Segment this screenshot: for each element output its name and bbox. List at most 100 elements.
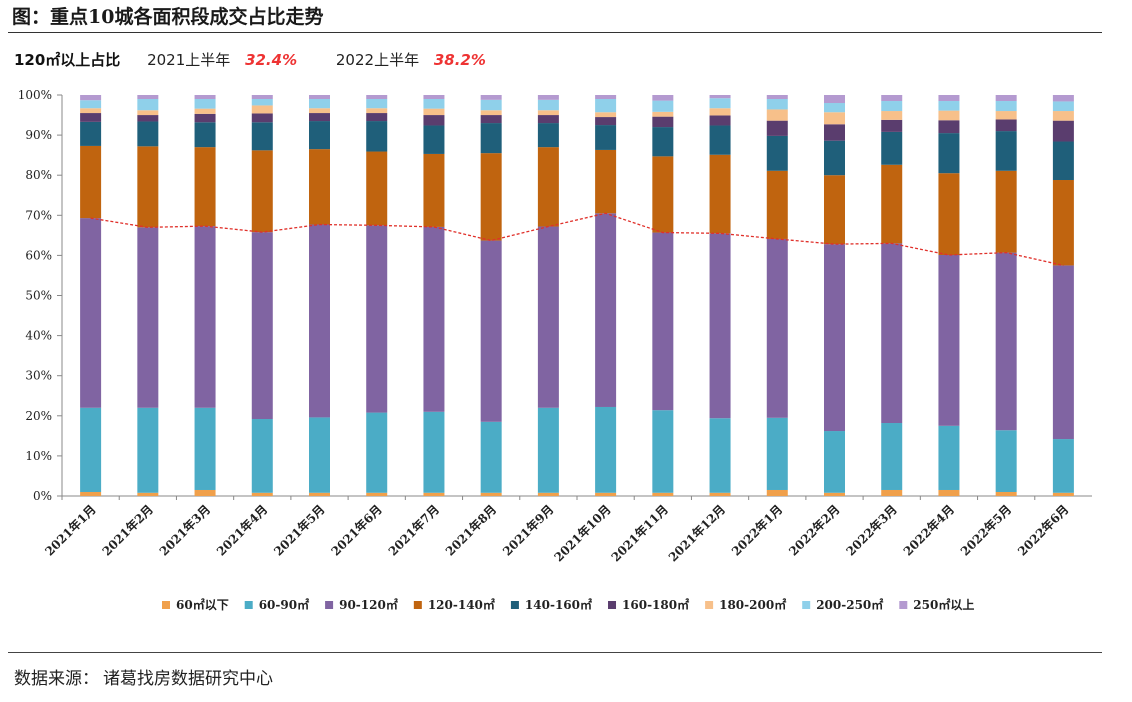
bar-segment xyxy=(1052,492,1074,496)
legend-swatch xyxy=(413,601,422,609)
bar-segment xyxy=(938,110,960,121)
x-tick-label: 2022年5月 xyxy=(957,502,1014,559)
bar-segment xyxy=(423,99,445,109)
bar-segment xyxy=(766,135,788,171)
bar-segment xyxy=(80,491,102,496)
bar-segment xyxy=(480,95,502,100)
bar-segment xyxy=(995,252,1017,431)
bar-segment xyxy=(537,95,559,100)
bar-segment xyxy=(309,121,330,150)
bar-segment xyxy=(309,99,330,109)
bar-segment xyxy=(423,226,445,412)
bar-segment xyxy=(709,418,731,493)
legend-swatch xyxy=(802,601,811,609)
bar-segment xyxy=(537,492,559,496)
bar-segment xyxy=(709,233,731,419)
bar-segment xyxy=(80,121,102,146)
bar-segment xyxy=(251,232,273,420)
bar-segment xyxy=(824,112,845,125)
legend-label: 140-160㎡ xyxy=(525,597,592,612)
bar-segment xyxy=(80,108,102,114)
summary-year-2021: 2021上半年 xyxy=(147,51,231,69)
bar-segment xyxy=(652,127,674,157)
bar-segment xyxy=(938,425,960,490)
bar-segment xyxy=(766,95,788,100)
bar-segment xyxy=(80,113,102,122)
bar-segment xyxy=(194,99,216,109)
bar-segment xyxy=(652,100,674,112)
source-value: 诸葛找房数据研究中心 xyxy=(103,669,273,689)
bar-segment xyxy=(652,410,674,493)
x-tick-label: 2021年2月 xyxy=(99,502,156,559)
trend-line xyxy=(90,212,1064,267)
bar-segment xyxy=(480,240,502,422)
bar-segment xyxy=(824,431,845,493)
bar-segment xyxy=(480,421,502,493)
bar-segment xyxy=(1052,120,1074,142)
x-tick-label: 2021年3月 xyxy=(156,502,213,559)
y-tick-label: 20% xyxy=(25,409,52,423)
bar-segment xyxy=(995,101,1017,112)
bar-segment xyxy=(824,492,845,496)
bar-segment xyxy=(881,95,903,102)
bar-segment xyxy=(595,213,617,407)
x-tick-label: 2021年7月 xyxy=(385,502,442,559)
bar-segment xyxy=(881,423,903,490)
bar-segment xyxy=(652,111,674,117)
legend-label: 60㎡以下 xyxy=(176,597,229,612)
bar-segment xyxy=(423,411,445,493)
bar-segment xyxy=(766,417,788,490)
bar-segment xyxy=(366,492,388,496)
summary-line: 120㎡以上占比 2021上半年 32.4% 2022上半年 38.2% xyxy=(14,49,486,70)
bar-segment xyxy=(309,149,330,225)
bar-segment xyxy=(938,95,960,102)
bar-segment xyxy=(766,238,788,418)
x-tick-label: 2021年9月 xyxy=(499,502,556,559)
bar-segment xyxy=(480,99,502,111)
bar-segment xyxy=(309,95,330,100)
bar-segment xyxy=(537,110,559,116)
bar-segment xyxy=(595,117,617,126)
bar-segment xyxy=(652,116,674,128)
bar-segment xyxy=(537,226,559,408)
bar-segment xyxy=(194,226,216,408)
bar-segment xyxy=(137,227,159,408)
bar-segment xyxy=(194,147,216,227)
bar-segment xyxy=(309,224,330,418)
bar-segment xyxy=(881,111,903,120)
bar-segment xyxy=(137,99,159,111)
bar-segment xyxy=(309,492,330,496)
bar-segment xyxy=(194,489,216,496)
x-tick-label: 2021年11月 xyxy=(608,502,671,565)
bar-segment xyxy=(1052,141,1074,181)
bar-segment xyxy=(1052,95,1074,102)
legend-label: 180-200㎡ xyxy=(719,597,786,612)
y-tick-label: 50% xyxy=(25,289,52,303)
bar-segment xyxy=(366,412,388,493)
bar-segment xyxy=(480,492,502,496)
bar-segment xyxy=(309,113,330,122)
bar-segment xyxy=(537,407,559,493)
bar-segment xyxy=(137,492,159,496)
bar-segment xyxy=(537,147,559,227)
x-tick-label: 2022年6月 xyxy=(1014,502,1071,559)
x-tick-label: 2021年10月 xyxy=(551,502,614,565)
chart-title: 图：重点10城各面积段成交占比走势 xyxy=(12,6,324,28)
x-tick-label: 2022年3月 xyxy=(843,502,900,559)
bar-segment xyxy=(652,232,674,411)
bar-segment xyxy=(137,121,159,147)
bar-segment xyxy=(995,111,1017,120)
bar-segment xyxy=(766,99,788,110)
bar-segment xyxy=(938,101,960,111)
bar-segment xyxy=(766,170,788,239)
y-tick-label: 30% xyxy=(25,369,52,383)
y-tick-label: 40% xyxy=(25,329,52,343)
bar-segment xyxy=(309,417,330,493)
bar-segment xyxy=(995,170,1017,253)
y-tick-label: 60% xyxy=(25,248,52,262)
x-tick-label: 2021年12月 xyxy=(665,502,728,565)
bar-segment xyxy=(766,120,788,136)
bar-segment xyxy=(881,489,903,496)
y-tick-label: 10% xyxy=(25,449,52,463)
bar-segment xyxy=(824,175,845,245)
